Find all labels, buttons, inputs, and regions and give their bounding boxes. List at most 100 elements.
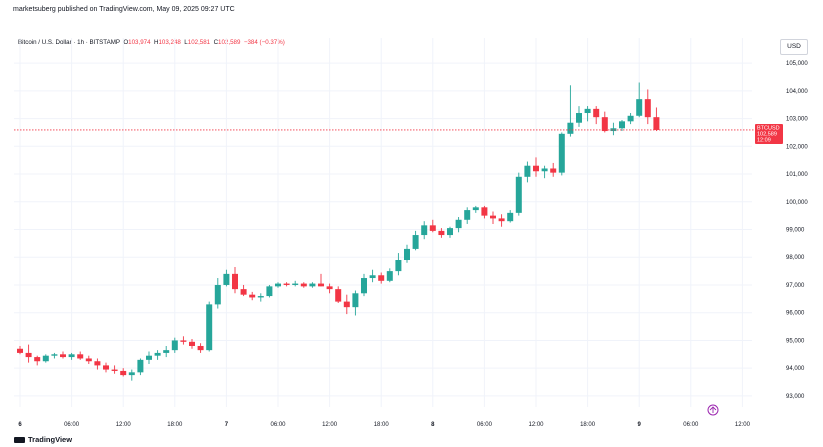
- candle: [240, 284, 247, 297]
- candle-body: [627, 115, 634, 122]
- candle-body: [163, 350, 170, 353]
- candle: [68, 352, 75, 360]
- candle-body: [17, 348, 23, 353]
- y-tick-label: 104,000: [786, 89, 808, 95]
- tradingview-brand-text: TradingView: [28, 435, 73, 444]
- candle-body: [85, 358, 92, 362]
- candle: [17, 345, 23, 355]
- candle-body: [378, 275, 385, 281]
- candle: [266, 284, 273, 298]
- y-tick-label: 101,000: [786, 172, 808, 178]
- candle: [154, 350, 161, 360]
- candle: [120, 368, 127, 377]
- candle-body: [171, 340, 178, 351]
- candle-body: [25, 352, 32, 358]
- candle-body: [412, 235, 419, 249]
- candle-body: [584, 108, 591, 114]
- y-axis: 93,000 94,000 95,000 96,000 97,000 98,000 99,0…: [786, 61, 808, 400]
- candle: [558, 132, 565, 176]
- candle: [576, 106, 582, 127]
- candle: [335, 286, 342, 303]
- candle: [42, 354, 49, 363]
- candle: [85, 355, 92, 365]
- candle: [232, 266, 238, 294]
- candle-body: [34, 357, 41, 362]
- x-tick-label: 12:00: [528, 422, 544, 428]
- candle: [601, 111, 608, 133]
- symbol-title: Bitcoin / U.S. Dollar · 1h · BITSTAMP: [18, 39, 120, 46]
- currency-button[interactable]: USD: [780, 39, 808, 55]
- candle-body: [507, 212, 514, 222]
- candle-body: [421, 225, 428, 236]
- candle: [644, 89, 651, 125]
- candle-body: [128, 372, 135, 376]
- candle-body: [120, 370, 127, 376]
- candle-body: [533, 165, 539, 172]
- candle: [326, 283, 333, 294]
- candle: [593, 106, 600, 125]
- candle-body: [214, 284, 221, 305]
- candle-body: [515, 176, 522, 213]
- candle-body: [154, 352, 161, 356]
- candle: [524, 161, 531, 183]
- candle-body: [610, 128, 617, 132]
- price-tag-price: 102,589: [757, 131, 777, 137]
- candle-body: [60, 354, 66, 358]
- grid-lines: [14, 38, 752, 407]
- candle-body: [51, 354, 58, 356]
- candle-body: [386, 271, 393, 281]
- candle: [103, 362, 109, 373]
- candle: [429, 219, 436, 233]
- candle-body: [343, 301, 350, 308]
- x-tick-label: 06:00: [64, 422, 80, 428]
- go-to-realtime-icon[interactable]: [707, 404, 719, 416]
- candles: [17, 82, 660, 381]
- change-value: −384 (−0.37%): [243, 39, 285, 46]
- candle-body: [232, 273, 238, 290]
- candle-body: [644, 99, 651, 118]
- candle-body: [352, 293, 359, 308]
- candle-body: [395, 260, 402, 272]
- candle: [627, 113, 634, 125]
- candle: [249, 291, 256, 301]
- candle-body: [189, 341, 195, 346]
- candle: [404, 244, 410, 263]
- candle-body: [240, 289, 247, 295]
- y-tick-label: 95,000: [786, 338, 805, 344]
- candle-body: [275, 283, 281, 287]
- x-tick-label: 9: [638, 422, 642, 428]
- candle: [619, 119, 625, 132]
- y-tick-label: 97,000: [786, 283, 805, 289]
- tradingview-logo: TradingView: [14, 435, 72, 444]
- y-tick-label: 105,000: [786, 61, 808, 67]
- candle-body: [77, 354, 84, 359]
- candle-body: [111, 369, 118, 371]
- candle-body: [42, 355, 49, 362]
- candle: [189, 339, 195, 349]
- x-tick-label: 06:00: [683, 422, 699, 428]
- candle-body: [567, 122, 574, 134]
- candle: [223, 269, 230, 287]
- candle: [550, 162, 557, 177]
- candle-body: [550, 168, 557, 173]
- high-value: 103,248: [158, 39, 181, 46]
- candle-body: [369, 275, 376, 279]
- candle-body: [326, 286, 333, 290]
- candle: [34, 355, 41, 366]
- candle-body: [283, 283, 290, 285]
- candle-body: [524, 165, 531, 177]
- candle-body: [94, 361, 101, 366]
- candle-body: [653, 117, 660, 130]
- candle: [163, 345, 170, 358]
- candle-body: [429, 225, 436, 231]
- candle: [472, 205, 479, 213]
- candle-body: [309, 283, 316, 287]
- candle-body: [498, 218, 505, 222]
- candle: [464, 207, 471, 224]
- x-tick-label: 12:00: [322, 422, 338, 428]
- candle: [533, 157, 539, 177]
- candle: [25, 344, 32, 363]
- price-tag-symbol: BTCUSD: [757, 125, 780, 131]
- x-tick-label: 6: [18, 422, 22, 428]
